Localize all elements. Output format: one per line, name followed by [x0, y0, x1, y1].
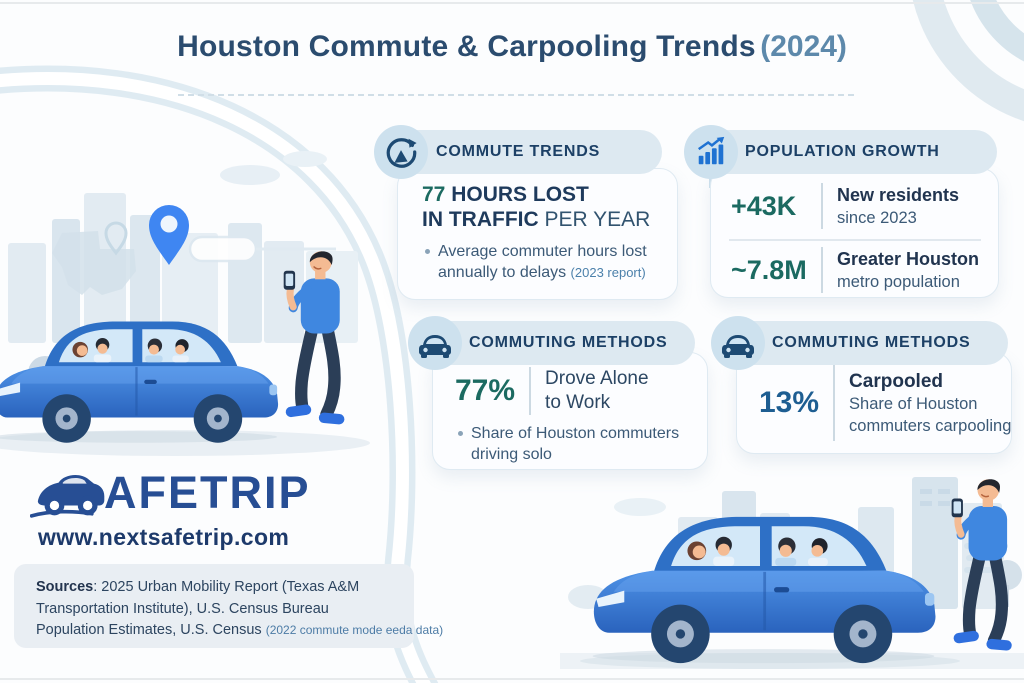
bullet-dot [425, 249, 430, 254]
commuting-methods-solo-icon-circle [408, 316, 462, 370]
carpooled-label: Carpooled [849, 370, 943, 392]
commuting-methods-solo-card: 77% Drove Alone to Work Share of Houston… [432, 352, 708, 470]
tree [28, 356, 62, 390]
since-2023-label: since 2023 [837, 208, 917, 227]
page-title: Houston Commute & Carpooling Trends (202… [0, 30, 1024, 64]
right-illustration [560, 455, 1024, 669]
new-residents-label: New residents [837, 184, 960, 205]
faded-text-lines [964, 543, 1008, 573]
road-ground [560, 653, 1024, 669]
hours-lost-value: 77 [422, 183, 446, 206]
divider [833, 365, 836, 441]
carpooled-value: 13% [759, 386, 820, 419]
walking-person [952, 479, 1013, 651]
drove-alone-label-1: Drove Alone [545, 368, 649, 389]
route-bubble [188, 235, 258, 263]
metro-population-value: ~7.8M [731, 254, 807, 285]
bar-chart-icon [698, 136, 725, 165]
texas-map-silhouette [52, 231, 136, 295]
car-icon [722, 335, 754, 358]
car-icon [419, 335, 451, 358]
metro-population-label: metro population [837, 272, 960, 291]
report-note: (2023 report) [570, 265, 646, 280]
commute-trends-icon-circle [374, 125, 428, 179]
row-divider [729, 239, 981, 241]
commuting-methods-carpool-card: 13% Carpooled Share of Houston commuters… [736, 352, 1012, 454]
walking-person [284, 251, 345, 425]
drove-alone-label-2: to Work [545, 392, 611, 413]
carpool-car [591, 515, 937, 665]
commuting-methods-solo-title: COMMUTING METHODS [469, 334, 668, 351]
logo-car-icon [30, 475, 105, 518]
sources-panel: Sources: 2025 Urban Mobility Report (Tex… [14, 564, 444, 648]
carpool-car [0, 320, 280, 444]
per-year-label: PER YEAR [544, 208, 651, 231]
population-growth-icon-circle [684, 125, 738, 179]
road-ground [0, 430, 370, 456]
sources-line-1: Sources: 2025 Urban Mobility Report (Tex… [36, 579, 360, 595]
title-divider [178, 94, 854, 96]
divider [821, 247, 823, 293]
new-residents-value: +43K [731, 190, 797, 221]
divider [529, 367, 532, 415]
city-skyline [614, 477, 1002, 609]
website-url[interactable]: www.nextsafetrip.com [38, 524, 290, 550]
bottom-border-line [0, 678, 1024, 680]
greater-houston-label: Greater Houston [837, 248, 980, 269]
speedometer-icon [386, 138, 417, 168]
title-year: (2024) [760, 30, 847, 63]
safetrip-logo: AFETRIP [30, 466, 311, 520]
sources-note: (2022 commute mode eeda data) [265, 623, 444, 637]
solo-bullet: Share of Houston commuters driving solo [471, 425, 680, 463]
hours-lost-label: HOURS LOST [451, 183, 589, 206]
drove-alone-value: 77% [455, 374, 516, 407]
map-pin-outline-icon [104, 221, 128, 256]
divider [821, 183, 823, 229]
left-illustration [0, 151, 370, 456]
city-skyline [8, 151, 358, 343]
in-traffic-label: IN TRAFFIC [422, 208, 539, 231]
commute-trends-card: 77 HOURS LOST IN TRAFFIC PER YEAR Averag… [397, 168, 678, 300]
commuting-methods-carpool-title: COMMUTING METHODS [772, 334, 971, 351]
sources-line-2: Transportation Institute), U.S. Census B… [36, 600, 329, 617]
population-growth-card: +43K New residents since 2023 ~7.8M Grea… [710, 168, 999, 298]
location-pin-icon [148, 204, 190, 265]
commute-trends-title: COMMUTE TRENDS [436, 143, 601, 160]
commuting-methods-carpool-icon-circle [711, 316, 765, 370]
tree [992, 560, 1022, 590]
carpool-share-label-1: Share of Houston [849, 394, 978, 413]
top-border-line [0, 2, 1024, 4]
population-growth-title: POPULATION GROWTH [745, 143, 940, 160]
carpool-share-label-2: commuters carpooling [849, 416, 1012, 435]
logo-text: AFETRIP [104, 467, 311, 518]
title-text: Houston Commute & Carpooling Trends [177, 30, 756, 63]
commute-trends-bullet: Average commuter hours lost annually to … [438, 243, 647, 281]
sources-line-3: Population Estimates, U.S. Census (2022 … [36, 622, 444, 638]
bullet-dot [458, 431, 463, 436]
